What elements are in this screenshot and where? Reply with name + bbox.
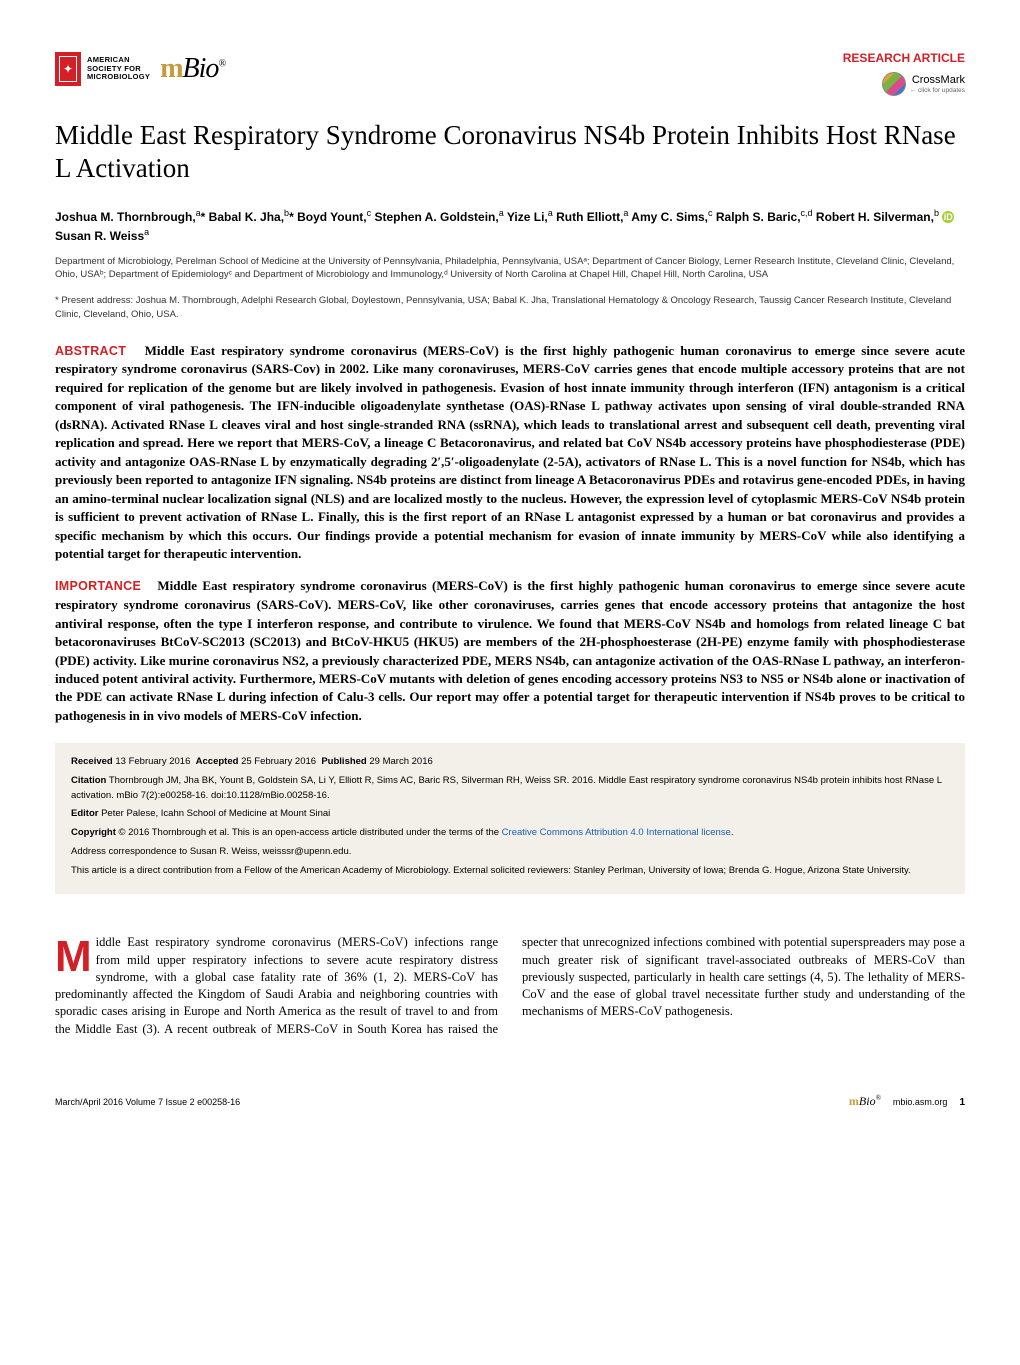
editor-label: Editor — [71, 808, 98, 819]
meta-note: This article is a direct contribution fr… — [71, 864, 949, 879]
editor-text: Peter Palese, Icahn School of Medicine a… — [101, 808, 330, 819]
present-address: * Present address: Joshua M. Thornbrough… — [55, 294, 965, 322]
page-number: 1 — [959, 1096, 965, 1110]
mbio-m: m — [160, 53, 182, 84]
article-type-label: RESEARCH ARTICLE — [843, 50, 965, 66]
asm-text: AMERICAN SOCIETY FOR MICROBIOLOGY — [87, 56, 150, 82]
copyright-label: Copyright — [71, 827, 116, 838]
published-label: Published — [321, 756, 366, 767]
importance-text: Middle East respiratory syndrome coronav… — [55, 578, 965, 722]
received-label: Received — [71, 756, 113, 767]
article-title: Middle East Respiratory Syndrome Coronav… — [55, 119, 965, 185]
mbio-rest: Bio — [183, 53, 219, 84]
logo-block: AMERICAN SOCIETY FOR MICROBIOLOGY mBio® — [55, 50, 225, 88]
page-header: AMERICAN SOCIETY FOR MICROBIOLOGY mBio® … — [55, 50, 965, 101]
importance-block: IMPORTANCE Middle East respiratory syndr… — [55, 577, 965, 725]
published-date: 29 March 2016 — [369, 756, 432, 767]
abstract-block: ABSTRACT Middle East respiratory syndrom… — [55, 342, 965, 564]
footer-left: March/April 2016 Volume 7 Issue 2 e00258… — [55, 1096, 240, 1108]
accepted-label: Accepted — [196, 756, 239, 767]
meta-citation: Citation Thornbrough JM, Jha BK, Yount B… — [71, 774, 949, 803]
footer-mbio-rest: Bio — [859, 1094, 876, 1108]
footer-mbio-reg: ® — [876, 1094, 881, 1102]
license-period: . — [731, 827, 734, 838]
header-right: RESEARCH ARTICLE CrossMark ← click for u… — [843, 50, 965, 101]
meta-dates: Received 13 February 2016 Accepted 25 Fe… — [71, 755, 949, 770]
meta-correspondence: Address correspondence to Susan R. Weiss… — [71, 845, 949, 860]
dropcap: M — [55, 934, 96, 975]
article-meta-box: Received 13 February 2016 Accepted 25 Fe… — [55, 743, 965, 894]
citation-text: Thornbrough JM, Jha BK, Yount B, Goldste… — [71, 775, 942, 801]
page-footer: March/April 2016 Volume 7 Issue 2 e00258… — [55, 1093, 965, 1110]
mbio-logo: mBio® — [160, 50, 225, 88]
author-list: Joshua M. Thornbrough,a* Babal K. Jha,b*… — [55, 207, 965, 245]
importance-label: IMPORTANCE — [55, 579, 141, 593]
citation-label: Citation — [71, 775, 106, 786]
affiliations: Department of Microbiology, Perelman Sch… — [55, 255, 965, 283]
meta-copyright: Copyright © 2016 Thornbrough et al. This… — [71, 826, 949, 841]
asm-badge-icon — [55, 52, 81, 86]
footer-mbio-m: m — [849, 1094, 859, 1108]
asm-line3: MICROBIOLOGY — [87, 73, 150, 82]
crossmark-text-block: CrossMark ← click for updates — [910, 73, 965, 96]
crossmark-label: CrossMark — [912, 74, 965, 86]
body-text: Middle East respiratory syndrome coronav… — [55, 934, 965, 1038]
footer-url: mbio.asm.org — [893, 1096, 948, 1108]
footer-mbio-logo: mBio® — [849, 1093, 881, 1109]
asm-logo: AMERICAN SOCIETY FOR MICROBIOLOGY — [55, 52, 150, 86]
copyright-text: © 2016 Thornbrough et al. This is an ope… — [119, 827, 502, 838]
meta-editor: Editor Peter Palese, Icahn School of Med… — [71, 807, 949, 822]
abstract-label: ABSTRACT — [55, 344, 126, 358]
received-date: 13 February 2016 — [115, 756, 190, 767]
mbio-reg: ® — [218, 59, 225, 70]
crossmark-sublabel: ← click for updates — [910, 87, 965, 96]
license-link[interactable]: Creative Commons Attribution 4.0 Interna… — [502, 827, 731, 838]
crossmark-badge[interactable]: CrossMark ← click for updates — [882, 72, 965, 96]
crossmark-icon — [882, 72, 906, 96]
body-para1: iddle East respiratory syndrome coronavi… — [55, 935, 965, 1035]
accepted-date: 25 February 2016 — [241, 756, 316, 767]
footer-right: mBio® mbio.asm.org 1 — [849, 1093, 965, 1110]
abstract-text: Middle East respiratory syndrome coronav… — [55, 343, 965, 561]
